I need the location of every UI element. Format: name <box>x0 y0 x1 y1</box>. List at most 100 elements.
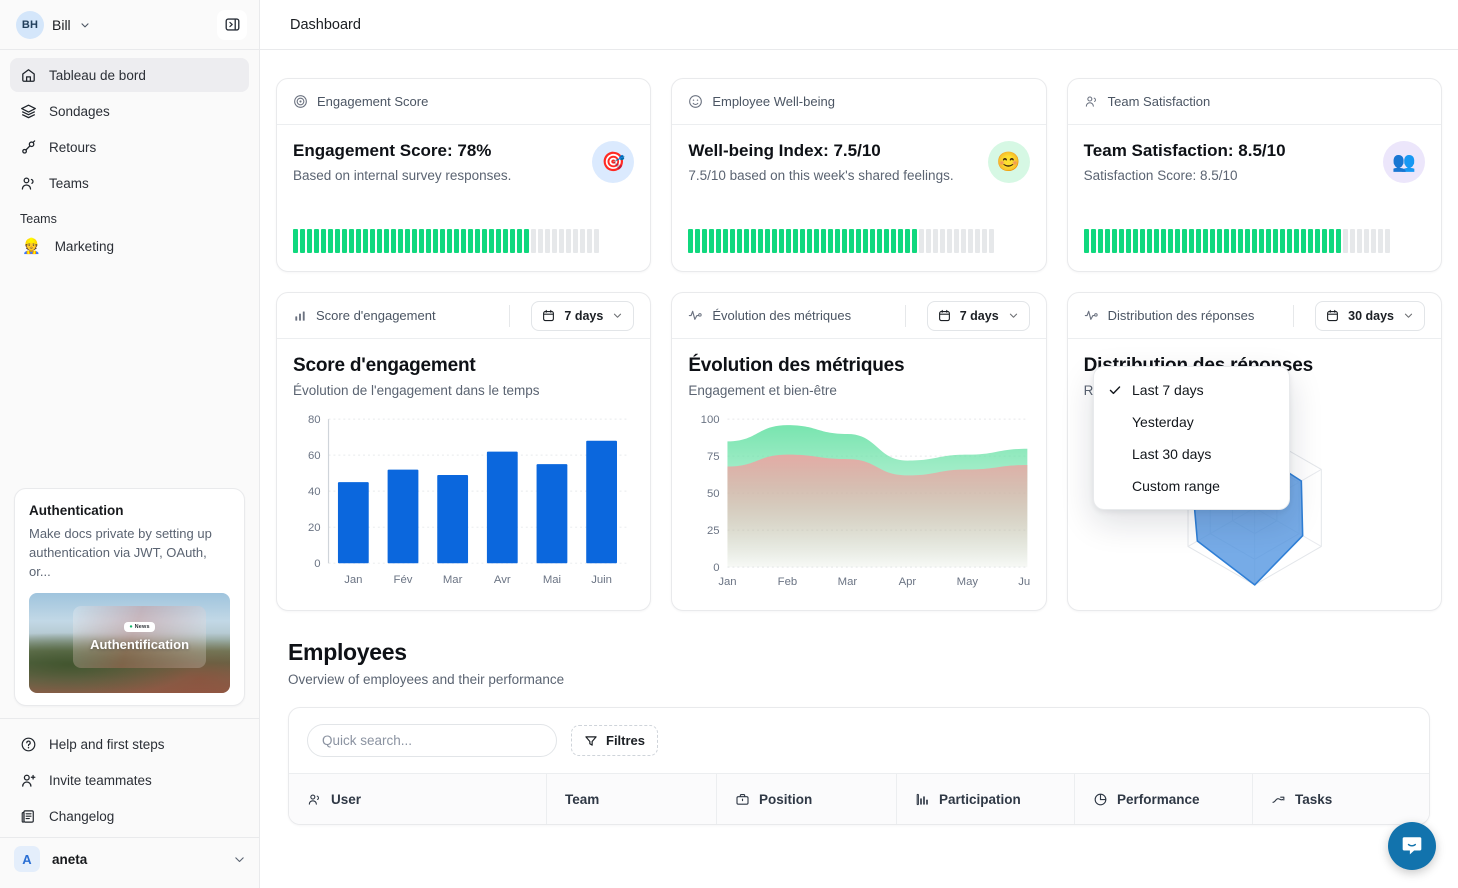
main-area: Dashboard Engagement Score Engagement Sc… <box>260 0 1458 888</box>
column-header-participation[interactable]: Participation <box>897 774 1075 824</box>
sidebar-item-invite-teammates[interactable]: Invite teammates <box>10 763 249 797</box>
smiling-face-emoji-icon: 😊 <box>987 141 1030 183</box>
sidebar-item-sondages[interactable]: Sondages <box>10 94 249 128</box>
svg-text:0: 0 <box>714 562 720 574</box>
dropdown-item-last-30-days[interactable]: Last 30 days <box>1094 438 1289 470</box>
sidebar-item-changelog[interactable]: Changelog <box>10 799 249 833</box>
dropdown-item-label: Custom range <box>1132 478 1220 494</box>
divider <box>1293 304 1295 327</box>
bar-chart-icon <box>915 792 930 807</box>
chevron-down-icon[interactable] <box>233 853 245 865</box>
column-header-performance[interactable]: Performance <box>1075 774 1253 824</box>
trending-up-icon <box>1271 792 1286 807</box>
metric-subtitle: Satisfaction Score: 8.5/10 <box>1083 168 1238 183</box>
column-header-label: Tasks <box>1295 791 1333 807</box>
chevron-down-icon[interactable] <box>79 19 91 31</box>
sidebar-item-tableau-de-bord[interactable]: Tableau de bord <box>10 58 249 92</box>
column-header-team[interactable]: Team <box>547 774 717 824</box>
chart-card-evolution-metriques: Évolution des métriques 7 days <box>671 292 1047 611</box>
chevron-down-icon <box>612 310 623 321</box>
help-circle-icon <box>20 736 37 753</box>
date-range-button[interactable]: 30 days <box>1315 300 1425 331</box>
busts-emoji-icon: 👥 <box>1383 141 1425 183</box>
target-icon <box>293 94 308 109</box>
check-icon <box>1108 383 1124 397</box>
pie-chart-icon <box>1093 792 1108 807</box>
divider <box>904 304 906 327</box>
filter-icon <box>584 734 598 748</box>
card-header-title: Score d'engagement <box>316 308 436 323</box>
filters-button[interactable]: Filtres <box>571 725 659 756</box>
svg-text:Jan: Jan <box>719 576 737 588</box>
card-header: Team Satisfaction <box>1067 79 1441 125</box>
card-header-title: Engagement Score <box>317 94 429 109</box>
metric-card-grid: Engagement Score Engagement Score: 78% B… <box>276 78 1442 272</box>
date-range-button[interactable]: 7 days <box>531 300 635 331</box>
chart-title: Score d'engagement <box>293 355 476 376</box>
sidebar-item-help[interactable]: Help and first steps <box>10 727 249 761</box>
sidebar-item-label: Retours <box>49 139 97 155</box>
column-header-user[interactable]: User <box>289 774 547 824</box>
metric-title: Team Satisfaction: 8.5/10 <box>1083 141 1286 160</box>
promo-badge: ● News <box>124 622 155 632</box>
sidebar-team-label: Marketing <box>54 238 114 254</box>
metric-card-team-satisfaction: Team Satisfaction Team Satisfaction: 8.5… <box>1066 78 1442 272</box>
sidebar-team-marketing[interactable]: 👷 Marketing <box>10 230 249 262</box>
card-header-title: Distribution des réponses <box>1107 308 1255 323</box>
sidebar: BH Bill Tableau de bord <box>0 0 260 888</box>
svg-text:Fév: Fév <box>394 574 413 586</box>
search-input[interactable] <box>307 724 557 757</box>
bar-chart-icon <box>293 309 307 323</box>
intercom-chat-button[interactable] <box>1388 822 1436 870</box>
dropdown-item-last-7-days[interactable]: Last 7 days <box>1094 374 1289 406</box>
activity-icon <box>1084 308 1099 323</box>
svg-text:Juin: Juin <box>591 574 612 586</box>
column-header-tasks[interactable]: Tasks <box>1253 774 1413 824</box>
card-header-title: Team Satisfaction <box>1107 94 1211 109</box>
svg-text:Jan: Jan <box>344 574 362 586</box>
panel-toggle-icon <box>225 18 239 31</box>
date-range-label: 7 days <box>564 308 604 323</box>
date-range-button[interactable]: 7 days <box>926 300 1030 331</box>
card-body: Évolution des métriques Engagement et bi… <box>672 339 1045 610</box>
employees-table-card: Filtres User Team <box>288 707 1430 825</box>
chart-subtitle: Engagement et bien-être <box>688 383 837 398</box>
date-range-label: 30 days <box>1348 308 1394 323</box>
sidebar-item-label: Sondages <box>49 103 110 119</box>
card-body: Well-being Index: 7.5/10 7.5/10 based on… <box>672 125 1045 271</box>
divider <box>509 304 511 327</box>
svg-text:20: 20 <box>308 522 321 534</box>
svg-text:100: 100 <box>701 414 720 426</box>
sidebar-footer: Help and first steps Invite teammates Ch… <box>0 718 259 888</box>
svg-text:50: 50 <box>707 488 720 500</box>
column-header-label: Position <box>759 791 813 807</box>
feedback-icon <box>20 139 37 156</box>
dropdown-item-yesterday[interactable]: Yesterday <box>1094 406 1289 438</box>
workspace-name[interactable]: Bill <box>52 16 71 33</box>
svg-text:75: 75 <box>707 451 720 463</box>
activity-icon <box>688 308 703 323</box>
sidebar-item-label: Tableau de bord <box>49 67 146 83</box>
employees-section: Employees Overview of employees and thei… <box>276 639 1442 825</box>
card-header: Engagement Score <box>277 79 651 125</box>
svg-text:Feb: Feb <box>778 576 798 588</box>
promo-card[interactable]: Authentication Make docs private by sett… <box>14 488 245 706</box>
date-range-dropdown-menu[interactable]: Last 7 days Yesterday Last 30 days Custom r… <box>1093 366 1290 510</box>
card-body: Score d'engagement Évolution de l'engage… <box>277 339 650 610</box>
column-header-position[interactable]: Position <box>717 774 897 824</box>
chat-bubble-icon <box>1400 834 1424 858</box>
users-icon <box>307 792 322 807</box>
sidebar-item-teams[interactable]: Teams <box>10 166 249 200</box>
sidebar-item-retours[interactable]: Retours <box>10 130 249 164</box>
dropdown-item-custom-range[interactable]: Custom range <box>1094 470 1289 502</box>
employees-table-header: User Team Position <box>289 773 1429 824</box>
workspace-avatar: BH <box>16 10 44 39</box>
sidebar-user-menu[interactable]: A aneta <box>0 837 259 882</box>
promo-description: Make docs private by setting up authenti… <box>29 526 212 579</box>
employees-title: Employees <box>288 639 407 665</box>
home-icon <box>20 67 37 84</box>
chart-card-grid: Score d'engagement 7 days <box>276 292 1442 611</box>
sidebar-toggle-button[interactable] <box>217 9 247 40</box>
column-header-label: Performance <box>1117 791 1200 807</box>
